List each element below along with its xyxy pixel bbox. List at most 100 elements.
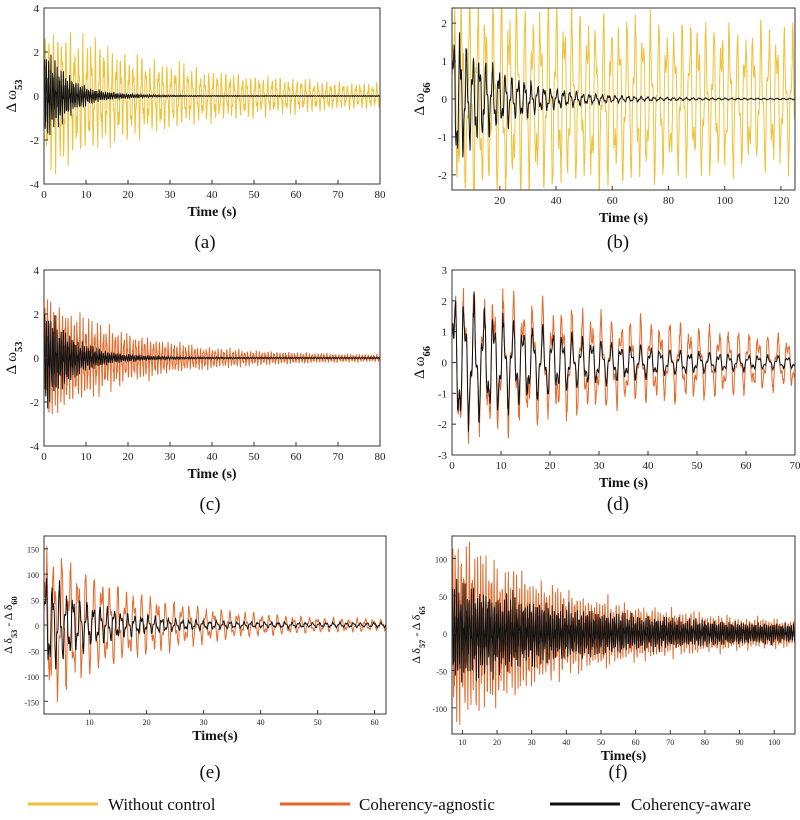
x-tick-label-c: 50	[249, 451, 261, 463]
legend-label-coherency-aware: Coherency-aware	[631, 795, 751, 814]
x-tick-label-a: 20	[123, 189, 135, 201]
x-tick-label-e: 10	[86, 718, 94, 727]
x-tick-label-c: 0	[41, 451, 47, 463]
x-tick-label-f: 80	[701, 738, 709, 747]
x-tick-label-f: 20	[493, 738, 501, 747]
x-tick-label-c: 20	[123, 451, 135, 463]
y-tick-label-d: -2	[438, 419, 447, 431]
plot-area-e	[44, 546, 386, 702]
x-tick-label-a: 80	[375, 189, 387, 201]
chart-b: 20 40 60 80 100 120 -2 -1 0 1 2 Time (s) Δ ω66 (b)	[412, 7, 796, 253]
x-tick-label-a: 70	[333, 189, 345, 201]
plot-area-c	[44, 299, 380, 415]
caption-f: (f)	[609, 762, 628, 783]
y-tick-label-c: -4	[30, 441, 40, 453]
y-tick-label-b: 2	[442, 18, 448, 30]
plot-area-a	[44, 32, 380, 175]
y-tick-label-e: -150	[24, 698, 39, 707]
y-tick-label-a: 0	[34, 91, 40, 103]
y-tick-label-f: 50	[439, 593, 447, 602]
x-tick-label-f: 40	[562, 738, 570, 747]
x-tick-label-c: 10	[81, 451, 93, 463]
x-tick-label-d: 10	[496, 460, 508, 472]
plot-area-b	[452, 8, 795, 190]
y-tick-label-c: 4	[34, 265, 40, 277]
x-tick-label-c: 80	[375, 451, 387, 463]
series-c-coherency-aware	[44, 313, 380, 409]
x-tick-label-f: 30	[528, 738, 536, 747]
legend-label-without-control: Without control	[108, 795, 216, 814]
y-tick-label-c: 0	[34, 353, 40, 365]
x-tick-label-d: 70	[790, 460, 800, 472]
series-f-coherency-aware	[452, 578, 795, 683]
y-tick-label-e: 0	[35, 622, 39, 631]
series-d-coherency-aware	[452, 291, 795, 432]
x-axis-label-a: Time (s)	[187, 205, 236, 220]
axes-frame-f	[451, 535, 796, 735]
series-e-coherency-agnostic	[44, 546, 386, 702]
y-axis-label-d: Δ ω66	[412, 346, 433, 379]
y-tick-label-b: 1	[442, 56, 448, 68]
legend-label-coherency-agnostic: Coherency-agnostic	[359, 795, 495, 814]
x-tick-label-c: 60	[291, 451, 303, 463]
y-tick-label-d: -1	[438, 388, 447, 400]
y-tick-label-a: 4	[34, 3, 40, 15]
y-tick-label-f: -100	[432, 705, 447, 714]
x-tick-label-c: 70	[333, 451, 345, 463]
x-tick-label-e: 40	[257, 718, 265, 727]
series-a-without-control	[44, 32, 380, 175]
x-axis-label-c: Time (s)	[187, 467, 236, 482]
series-b-coherency-aware	[452, 32, 795, 158]
x-tick-label-a: 40	[207, 189, 219, 201]
series-a-coherency-aware	[44, 54, 380, 135]
x-tick-label-e: 50	[314, 718, 322, 727]
x-tick-label-e: 20	[143, 718, 151, 727]
y-axis-label-a: Δ ω53	[4, 80, 25, 113]
x-tick-label-d: 0	[449, 460, 455, 472]
y-tick-label-a: -4	[30, 179, 40, 191]
chart-c: 0 10 20 30 40 50 60 70 80 -4 -2 0 2 4 Time (s) Δ ω53 (c)	[4, 265, 386, 515]
x-tick-label-d: 60	[741, 460, 753, 472]
chart-a: 0 10 20 30 40 50 60 70 80 -4 -2 0 2 4 Time (s) Δ ω53 (a)	[4, 3, 386, 253]
y-tick-label-b: -2	[438, 170, 447, 182]
caption-d: (d)	[607, 494, 629, 515]
y-tick-label-e: -50	[28, 647, 39, 656]
x-tick-label-f: 10	[458, 738, 466, 747]
x-tick-label-f: 90	[736, 738, 744, 747]
y-tick-label-e: 100	[27, 571, 39, 580]
x-axis-label-e: Time(s)	[192, 729, 238, 744]
x-tick-label-e: 60	[371, 718, 379, 727]
y-tick-label-e: 150	[27, 546, 39, 555]
x-tick-label-b: 60	[607, 195, 619, 207]
y-tick-label-d: 2	[442, 296, 448, 308]
series-b-without-control	[452, 8, 795, 190]
chart-e: 10 20 30 40 50 60 -150 -100 -50 0 50 100 150 Time(s) Δ…	[1, 535, 387, 783]
x-tick-label-f: 50	[597, 738, 605, 747]
x-tick-label-f: 70	[666, 738, 674, 747]
legend: Without control Coherency-agnostic Coher…	[28, 795, 751, 814]
x-tick-label-a: 50	[249, 189, 261, 201]
x-axis-label-b: Time (s)	[599, 211, 648, 226]
x-tick-label-d: 50	[692, 460, 704, 472]
x-tick-label-f: 100	[768, 738, 780, 747]
x-tick-label-f: 60	[632, 738, 640, 747]
x-tick-label-b: 80	[663, 195, 675, 207]
x-tick-label-c: 40	[207, 451, 219, 463]
chart-f: 10 20 30 40 50 60 70 80 90 100 -100 -50 0 50 100 Time(s…	[409, 535, 796, 783]
y-tick-label-a: 2	[34, 47, 40, 59]
y-axis-label-e: Δ δ53 - Δ δ60	[1, 596, 19, 654]
x-tick-label-a: 30	[165, 189, 177, 201]
x-tick-label-b: 40	[551, 195, 563, 207]
x-axis-label-f: Time(s)	[601, 749, 647, 764]
x-tick-label-a: 10	[81, 189, 93, 201]
x-axis-label-d: Time (s)	[599, 476, 648, 491]
y-tick-label-c: 2	[34, 309, 40, 321]
caption-b: (b)	[607, 232, 629, 253]
x-tick-label-d: 20	[545, 460, 557, 472]
plot-area-f	[452, 541, 795, 725]
y-tick-label-a: -2	[30, 135, 39, 147]
y-tick-label-f: 0	[443, 630, 447, 639]
caption-e: (e)	[199, 762, 220, 783]
y-tick-label-e: 50	[31, 597, 39, 606]
